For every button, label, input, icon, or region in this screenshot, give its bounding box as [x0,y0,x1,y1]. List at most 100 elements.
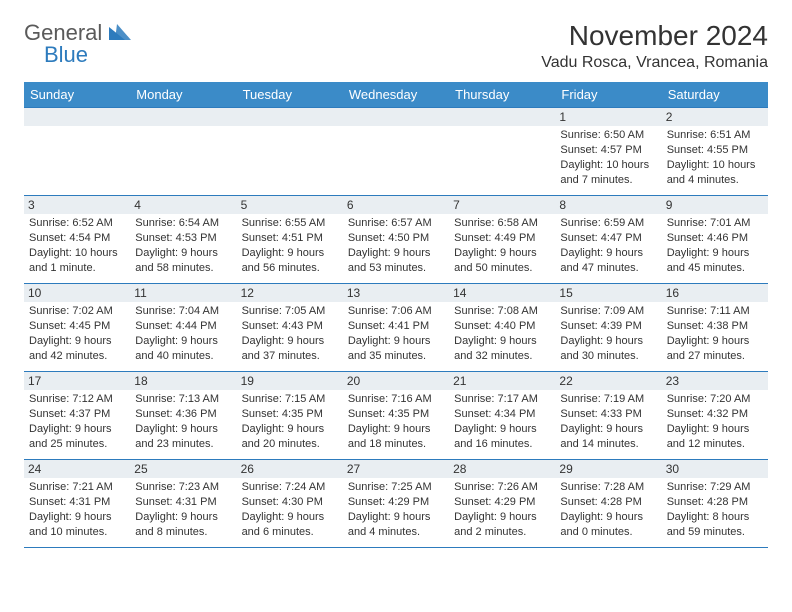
sunrise-line: Sunrise: 7:05 AM [242,304,338,319]
calendar-cell: 6 Sunrise: 6:57 AMSunset: 4:50 PMDaylight… [343,196,449,284]
calendar-cell: 9Sunrise: 7:01 AMSunset: 4:46 PMDaylight… [662,196,768,284]
calendar-table: SundayMondayTuesdayWednesdayThursdayFrid… [24,82,768,548]
calendar-cell [130,108,236,196]
sunrise-line: Sunrise: 6:55 AM [242,216,338,231]
calendar-cell: 22Sunrise: 7:19 AMSunset: 4:33 PMDayligh… [555,372,661,460]
daylight-line: Daylight: 9 hours and 18 minutes. [348,422,444,452]
calendar-cell: 30Sunrise: 7:29 AMSunset: 4:28 PMDayligh… [662,460,768,548]
day-number-empty [449,108,555,126]
calendar-cell: 24 Sunrise: 7:21 AMSunset: 4:31 PMDayligh… [24,460,130,548]
sunset-line: Sunset: 4:32 PM [667,407,763,422]
calendar-cell: 20Sunrise: 7:16 AMSunset: 4:35 PMDayligh… [343,372,449,460]
sunset-line: Sunset: 4:28 PM [560,495,656,510]
sunrise-line: Sunrise: 7:08 AM [454,304,550,319]
day-number: 15 [555,284,661,302]
daylight-line: Daylight: 9 hours and 50 minutes. [454,246,550,276]
sunrise-line: Sunrise: 7:20 AM [667,392,763,407]
sunset-line: Sunset: 4:33 PM [560,407,656,422]
day-header-row: SundayMondayTuesdayWednesdayThursdayFrid… [24,82,768,108]
calendar-cell: 16Sunrise: 7:11 AMSunset: 4:38 PMDayligh… [662,284,768,372]
sunrise-line: Sunrise: 7:17 AM [454,392,550,407]
sunrise-line: Sunrise: 7:11 AM [667,304,763,319]
sunrise-line: Sunrise: 7:19 AM [560,392,656,407]
day-info: Sunrise: 7:25 AMSunset: 4:29 PMDaylight:… [348,480,444,539]
daylight-line: Daylight: 9 hours and 23 minutes. [135,422,231,452]
calendar-cell: 15Sunrise: 7:09 AMSunset: 4:39 PMDayligh… [555,284,661,372]
day-info: Sunrise: 7:01 AMSunset: 4:46 PMDaylight:… [667,216,763,275]
day-info: Sunrise: 7:28 AMSunset: 4:28 PMDaylight:… [560,480,656,539]
header: General Blue November 2024 Vadu Rosca, V… [24,20,768,72]
daylight-line: Daylight: 9 hours and 6 minutes. [242,510,338,540]
sunset-line: Sunset: 4:49 PM [454,231,550,246]
day-info: Sunrise: 7:15 AMSunset: 4:35 PMDaylight:… [242,392,338,451]
sunset-line: Sunset: 4:54 PM [29,231,125,246]
daylight-line: Daylight: 9 hours and 4 minutes. [348,510,444,540]
day-number: 24 [24,460,130,478]
calendar-cell: 27 Sunrise: 7:25 AMSunset: 4:29 PMDayligh… [343,460,449,548]
day-info: Sunrise: 7:04 AMSunset: 4:44 PMDaylight:… [135,304,231,363]
daylight-line: Daylight: 8 hours and 59 minutes. [667,510,763,540]
day-number: 6 [343,196,449,214]
daylight-line: Daylight: 9 hours and 14 minutes. [560,422,656,452]
sunset-line: Sunset: 4:36 PM [135,407,231,422]
day-number-empty [237,108,343,126]
day-info: Sunrise: 6:55 AMSunset: 4:51 PMDaylight:… [242,216,338,275]
calendar-cell: 8Sunrise: 6:59 AMSunset: 4:47 PMDaylight… [555,196,661,284]
sunset-line: Sunset: 4:45 PM [29,319,125,334]
daylight-line: Daylight: 9 hours and 10 minutes. [29,510,125,540]
sunset-line: Sunset: 4:43 PM [242,319,338,334]
daylight-line: Daylight: 9 hours and 45 minutes. [667,246,763,276]
sunrise-line: Sunrise: 6:52 AM [29,216,125,231]
page-title: November 2024 [541,20,768,52]
day-number: 11 [130,284,236,302]
sunset-line: Sunset: 4:37 PM [29,407,125,422]
sunrise-line: Sunrise: 7:29 AM [667,480,763,495]
sunset-line: Sunset: 4:44 PM [135,319,231,334]
calendar-cell: 25 Sunrise: 7:23 AMSunset: 4:31 PMDayligh… [130,460,236,548]
sunset-line: Sunset: 4:31 PM [29,495,125,510]
sunset-line: Sunset: 4:34 PM [454,407,550,422]
daylight-line: Daylight: 10 hours and 1 minute. [29,246,125,276]
sunrise-line: Sunrise: 7:15 AM [242,392,338,407]
daylight-line: Daylight: 9 hours and 20 minutes. [242,422,338,452]
day-number: 14 [449,284,555,302]
sunrise-line: Sunrise: 7:02 AM [29,304,125,319]
day-number-empty [130,108,236,126]
sunset-line: Sunset: 4:30 PM [242,495,338,510]
sunset-line: Sunset: 4:39 PM [560,319,656,334]
calendar-cell: 23Sunrise: 7:20 AMSunset: 4:32 PMDayligh… [662,372,768,460]
day-info: Sunrise: 6:57 AMSunset: 4:50 PMDaylight:… [348,216,444,275]
sunrise-line: Sunrise: 7:24 AM [242,480,338,495]
day-number: 20 [343,372,449,390]
day-number: 12 [237,284,343,302]
calendar-cell: 21 Sunrise: 7:17 AMSunset: 4:34 PMDayligh… [449,372,555,460]
calendar-cell: 3Sunrise: 6:52 AMSunset: 4:54 PMDaylight… [24,196,130,284]
day-info: Sunrise: 7:24 AMSunset: 4:30 PMDaylight:… [242,480,338,539]
sunset-line: Sunset: 4:57 PM [560,143,656,158]
daylight-line: Daylight: 9 hours and 16 minutes. [454,422,550,452]
logo-text-blue: Blue [44,42,131,68]
calendar-week: 10Sunrise: 7:02 AMSunset: 4:45 PMDayligh… [24,284,768,372]
day-info: Sunrise: 7:02 AMSunset: 4:45 PMDaylight:… [29,304,125,363]
day-number: 25 [130,460,236,478]
sunset-line: Sunset: 4:38 PM [667,319,763,334]
sunset-line: Sunset: 4:41 PM [348,319,444,334]
day-number: 5 [237,196,343,214]
calendar-cell: 10Sunrise: 7:02 AMSunset: 4:45 PMDayligh… [24,284,130,372]
sunset-line: Sunset: 4:35 PM [242,407,338,422]
day-number: 2 [662,108,768,126]
calendar-cell: 7Sunrise: 6:58 AMSunset: 4:49 PMDaylight… [449,196,555,284]
sunrise-line: Sunrise: 6:51 AM [667,128,763,143]
day-info: Sunrise: 7:23 AMSunset: 4:31 PMDaylight:… [135,480,231,539]
day-header: Saturday [662,82,768,108]
day-number-empty [24,108,130,126]
sunrise-line: Sunrise: 7:12 AM [29,392,125,407]
daylight-line: Daylight: 9 hours and 27 minutes. [667,334,763,364]
day-number: 26 [237,460,343,478]
location-text: Vadu Rosca, Vrancea, Romania [541,54,768,72]
day-number: 21 [449,372,555,390]
daylight-line: Daylight: 9 hours and 25 minutes. [29,422,125,452]
day-info: Sunrise: 7:11 AMSunset: 4:38 PMDaylight:… [667,304,763,363]
day-number: 27 [343,460,449,478]
day-info: Sunrise: 7:21 AMSunset: 4:31 PMDaylight:… [29,480,125,539]
